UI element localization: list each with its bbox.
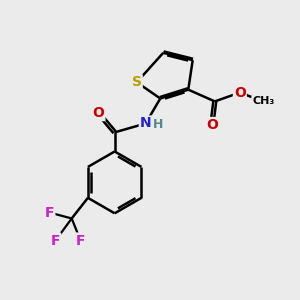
Text: O: O: [234, 85, 246, 100]
Text: O: O: [206, 118, 218, 132]
Text: F: F: [45, 206, 54, 220]
Text: H: H: [153, 118, 163, 130]
Text: N: N: [140, 116, 152, 130]
Text: F: F: [76, 233, 85, 248]
Text: O: O: [92, 106, 104, 120]
Text: F: F: [51, 233, 60, 248]
Text: CH₃: CH₃: [252, 96, 274, 106]
Text: S: S: [132, 75, 142, 89]
